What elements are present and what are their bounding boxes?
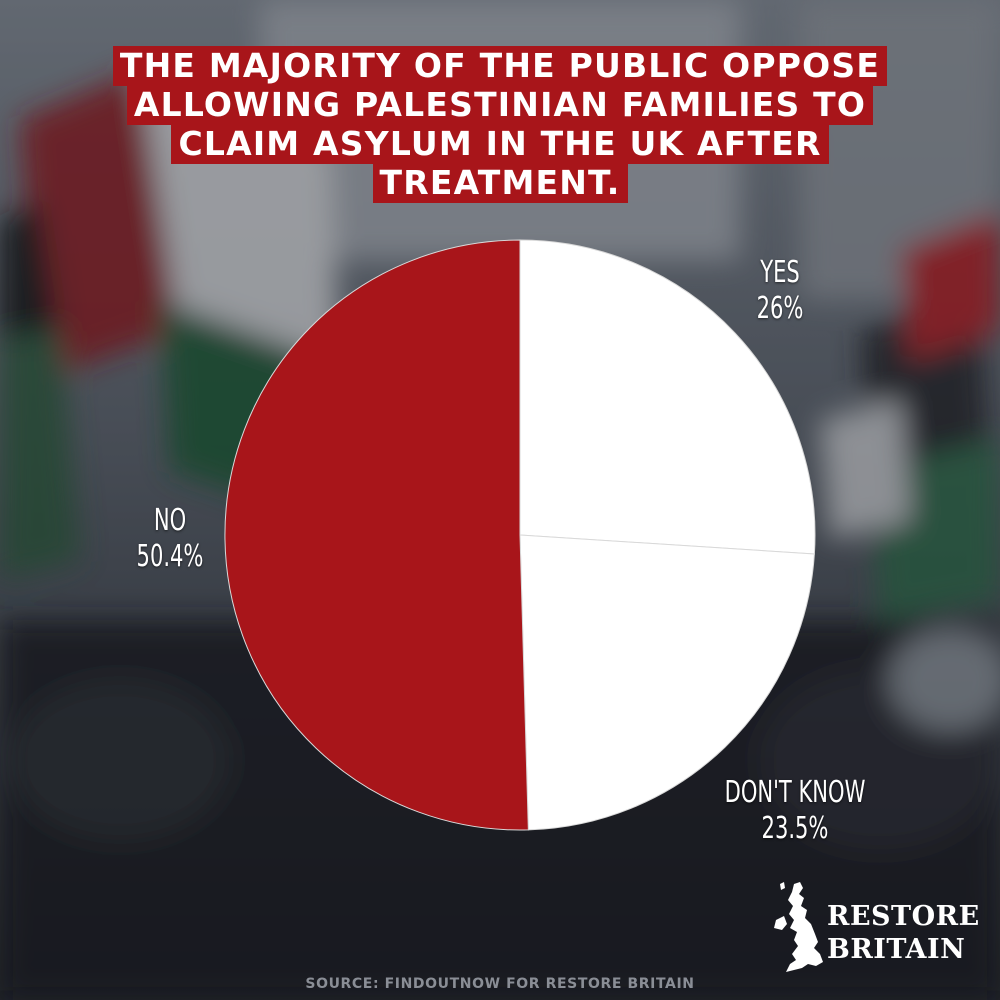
source-note: SOURCE: FINDOUTNOW FOR RESTORE BRITAIN: [305, 976, 695, 992]
slice-label-dont-know: DON'T KNOW 23.5%: [713, 775, 877, 847]
slice-label-no-value: 50.4%: [136, 539, 204, 574]
slice-label-no: NO 50.4%: [119, 503, 220, 575]
slice-label-yes-name: YES: [760, 255, 800, 290]
title-line-3: CLAIM ASYLUM IN THE UK AFTER: [171, 124, 829, 164]
uk-map-icon: [774, 882, 823, 972]
pie-slice-no: [224, 239, 529, 831]
slice-label-dont-know-name: DON'T KNOW: [724, 775, 866, 810]
title-line-2: ALLOWING PALESTINIAN FAMILIES TO: [126, 85, 874, 125]
pie-slice-dont-know: [519, 534, 815, 831]
restore-britain-logo: RESTORE BRITAIN: [770, 880, 990, 980]
chart-title: THE MAJORITY OF THE PUBLIC OPPOSE ALLOWI…: [0, 46, 1000, 203]
logo-text-line-2: BRITAIN: [827, 934, 966, 965]
title-line-1: THE MAJORITY OF THE PUBLIC OPPOSE: [112, 46, 888, 86]
slice-label-no-name: NO: [153, 503, 187, 538]
slice-label-dont-know-value: 23.5%: [761, 811, 829, 846]
logo-text-line-1: RESTORE: [827, 901, 980, 932]
slice-label-yes-value: 26%: [756, 291, 804, 326]
slice-label-yes: YES 26%: [733, 255, 827, 327]
pie-slice-yes: [519, 239, 816, 555]
title-line-4: TREATMENT.: [372, 163, 628, 203]
